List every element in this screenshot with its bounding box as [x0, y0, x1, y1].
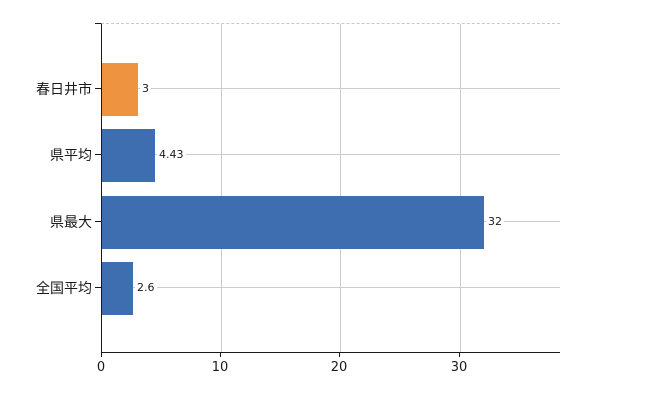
x-axis-tick-label: 30: [450, 360, 468, 375]
bar: [102, 262, 133, 315]
category-label: 県最大: [50, 215, 92, 231]
x-axis-tick-label: 20: [330, 360, 348, 375]
bar: [102, 196, 484, 249]
category-gridline: [102, 154, 560, 155]
x-axis-tick-label: 10: [211, 360, 229, 375]
category-label: 全国平均: [36, 281, 92, 297]
y-axis-tick: [95, 221, 101, 222]
x-gridline: [460, 24, 461, 352]
x-axis-tick: [220, 353, 221, 357]
bar: [102, 129, 155, 182]
y-axis-end-tick: [95, 23, 101, 24]
plot-area: 3 4.43 32 2.6: [101, 23, 560, 353]
bar: [102, 63, 138, 116]
x-axis-tick: [459, 353, 460, 357]
bar-value-label: 2.6: [135, 280, 157, 295]
x-axis-tick-label: 0: [96, 360, 106, 375]
bar-value-label: 3: [140, 81, 151, 96]
bar-value-label: 4.43: [157, 147, 186, 162]
x-axis-tick: [101, 353, 102, 357]
x-gridline: [221, 24, 222, 352]
category-gridline: [102, 287, 560, 288]
bar-value-label: 32: [486, 214, 504, 229]
y-axis-tick: [95, 287, 101, 288]
y-axis-tick: [95, 88, 101, 89]
y-axis-tick: [95, 154, 101, 155]
category-gridline: [102, 88, 560, 89]
category-label: 春日井市: [36, 82, 92, 98]
category-label: 県平均: [50, 148, 92, 164]
x-gridline: [340, 24, 341, 352]
x-axis-tick: [339, 353, 340, 357]
